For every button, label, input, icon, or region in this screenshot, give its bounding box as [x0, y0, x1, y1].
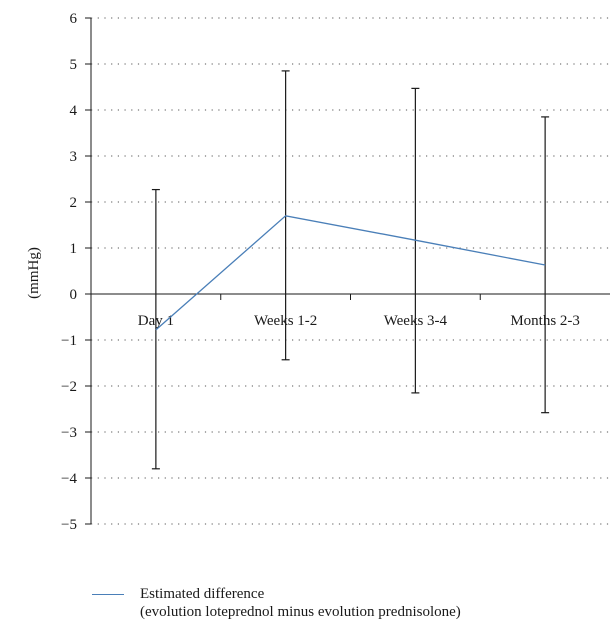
y-tick-label-7: 2	[70, 195, 78, 211]
legend-line-swatch	[92, 594, 124, 595]
y-tick-label-1: −4	[61, 471, 77, 487]
y-axis-label: (mmHg)	[26, 247, 42, 299]
series-lines	[155, 215, 546, 331]
y-tick-label-0: −5	[61, 517, 77, 533]
y-tick-label-8: 3	[70, 149, 78, 165]
y-tick-label-5: 0	[70, 287, 78, 303]
error-bars	[151, 70, 550, 470]
axes	[85, 17, 610, 525]
y-tick-label-9: 4	[70, 103, 78, 119]
grid-lines	[91, 17, 610, 525]
legend-text: Estimated difference (evolution lotepred…	[140, 585, 610, 621]
y-tick-label-10: 5	[70, 57, 78, 73]
y-tick-labels: −5 −4 −3 −2 −1 0 1 2 3 4 5 6	[61, 11, 77, 533]
legend-label-line2: (evolution loteprednol minus evolution p…	[140, 604, 461, 620]
legend-label-line1: Estimated difference	[140, 586, 265, 602]
y-tick-label-3: −2	[61, 379, 77, 395]
x-category-labels: Day 1 Weeks 1-2 Weeks 3-4 Months 2-3	[138, 313, 580, 329]
y-tick-label-6: 1	[70, 241, 78, 257]
series-line-estimated-difference	[155, 215, 546, 331]
y-tick-label-2: −3	[61, 425, 77, 441]
y-tick-label-11: 6	[70, 11, 78, 27]
y-tick-label-4: −1	[61, 333, 77, 349]
